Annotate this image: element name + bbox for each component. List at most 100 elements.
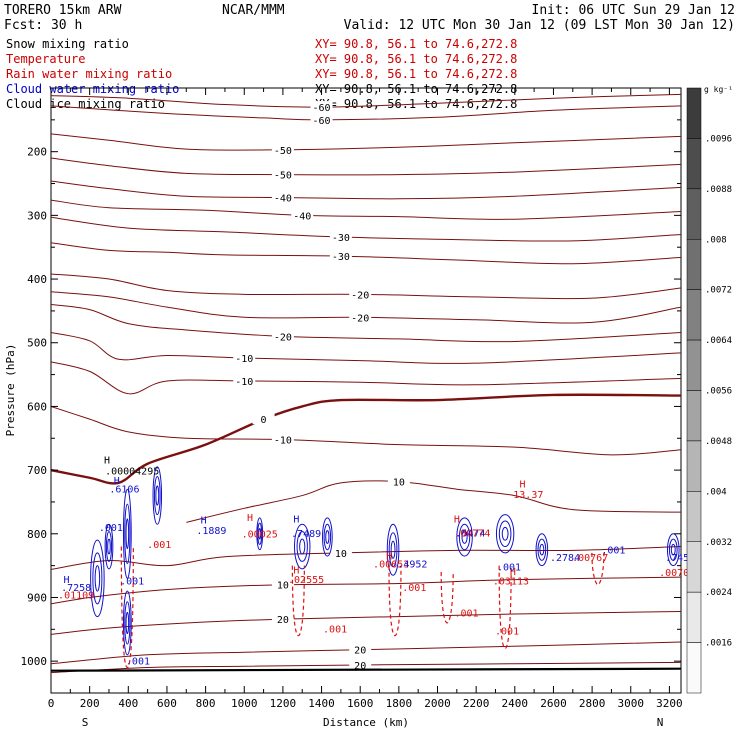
temperature-contour bbox=[51, 661, 681, 674]
colorbar-segment bbox=[686, 138, 702, 190]
x-tick-label: 1400 bbox=[308, 697, 335, 710]
temperature-contour bbox=[51, 157, 681, 176]
contour-label-bg bbox=[271, 578, 294, 590]
rain-water-contour bbox=[120, 546, 134, 669]
colorbar: .0096 .0088 .008 .0072 .0064 .0056 .0048 .004 .0… bbox=[686, 87, 732, 694]
colorbar-label: .0024 bbox=[705, 588, 732, 598]
field-max-annotation: H bbox=[293, 565, 299, 576]
cloud-water-contour bbox=[107, 538, 111, 555]
x-tick-label: 400 bbox=[118, 697, 138, 710]
cloud-water-contour bbox=[122, 590, 132, 656]
cloud-water-contour bbox=[539, 543, 545, 556]
temperature-contour bbox=[51, 393, 681, 485]
colorbar-segment bbox=[686, 289, 702, 341]
x-tick-label: 800 bbox=[196, 697, 216, 710]
contour-label-bg bbox=[387, 475, 410, 487]
cloud-water-contour bbox=[670, 543, 676, 556]
cloud-water-contour bbox=[152, 466, 163, 525]
cloud-water-contour bbox=[537, 538, 547, 561]
y-tick-label: 300 bbox=[27, 209, 47, 222]
contour-label-bg bbox=[233, 374, 256, 386]
cloud-water-contour bbox=[498, 520, 512, 548]
y-tick-label: 600 bbox=[27, 400, 47, 413]
x-tick-label: 0 bbox=[48, 697, 55, 710]
contour-label-bg bbox=[291, 209, 314, 221]
contour-label-bg bbox=[329, 231, 352, 243]
field-max-annotation: .001 bbox=[120, 577, 144, 588]
cloud-water-contour bbox=[458, 523, 471, 551]
colorbar-label: .0088 bbox=[705, 185, 732, 195]
field-max-annotation: H bbox=[104, 456, 110, 467]
temperature-contour bbox=[51, 361, 681, 395]
field-max-annotation: .001 bbox=[495, 626, 519, 637]
cloud-water-contour bbox=[495, 514, 515, 554]
temperature-contour bbox=[51, 216, 681, 242]
cloud-water-contour bbox=[293, 523, 311, 570]
colorbar-unit: g kg⁻¹ bbox=[704, 85, 733, 94]
cloud-water-contour bbox=[461, 530, 468, 544]
y-tick-label: 900 bbox=[27, 591, 47, 604]
rain-water-contour bbox=[440, 571, 454, 624]
field-name: Cloud ice mixing ratio bbox=[6, 97, 165, 111]
org-title: NCAR/MMM bbox=[222, 3, 285, 18]
colorbar-label: .0032 bbox=[705, 538, 732, 548]
temperature-contour bbox=[51, 576, 681, 605]
y-tick-label: 800 bbox=[27, 528, 47, 541]
colorbar-label: .0048 bbox=[705, 437, 732, 447]
ground-line bbox=[51, 667, 681, 672]
colorbar-label: .004 bbox=[705, 487, 727, 497]
temperature-contour-label: 0 bbox=[261, 415, 267, 426]
cloud-water-contour bbox=[323, 523, 332, 551]
colorbar-segment bbox=[686, 390, 702, 442]
temperature-contour-label: -10 bbox=[274, 436, 292, 447]
cloud-water-contour bbox=[104, 523, 114, 570]
field-max-annotation: .4952 bbox=[397, 560, 427, 571]
field-max-annotation: .1889 bbox=[196, 526, 226, 537]
field-max-annotation: H bbox=[293, 514, 299, 525]
x-tick-label: 2800 bbox=[579, 697, 606, 710]
field-max-annotation: H bbox=[454, 514, 460, 525]
cloud-water-contour bbox=[322, 517, 333, 557]
x-tick-label: 2000 bbox=[424, 697, 451, 710]
temperature-contour-label: -40 bbox=[274, 194, 292, 205]
temperature-contour-label: -20 bbox=[274, 332, 292, 343]
temperature-contour-label: 20 bbox=[354, 646, 366, 657]
field-coords: XY= 90.8, 56.1 to 74.6,272.8 bbox=[315, 67, 517, 81]
y-axis-title: Pressure (hPa) bbox=[4, 344, 17, 437]
field-name: Cloud water mixing ratio bbox=[6, 82, 179, 96]
field-max-annotation: H bbox=[201, 516, 207, 527]
temperature-contour-label: -20 bbox=[351, 290, 369, 301]
cloud-water-contour bbox=[92, 552, 103, 605]
y-tick-label: 700 bbox=[27, 464, 47, 477]
field-max-annotation: .00004295 bbox=[105, 467, 159, 478]
cloud-water-contour bbox=[125, 518, 130, 550]
y-tick-label: 400 bbox=[27, 273, 47, 286]
field-max-annotation: .00774 bbox=[454, 528, 490, 539]
field-max-annotation: .01109 bbox=[58, 591, 94, 602]
x-tick-label: 3200 bbox=[656, 697, 683, 710]
temperature-contour-label: -30 bbox=[332, 252, 350, 263]
cloud-water-contour bbox=[125, 611, 130, 635]
cloud-water-contour bbox=[105, 531, 113, 562]
colorbar-label: .0096 bbox=[705, 134, 732, 144]
cloud-water-contour bbox=[299, 538, 306, 555]
cloud-water-contour bbox=[94, 565, 101, 592]
field-max-annotation: .7489 bbox=[291, 529, 321, 540]
cloud-water-contour bbox=[535, 533, 549, 567]
temperature-contour bbox=[51, 610, 681, 635]
x-tick-label: 200 bbox=[80, 697, 100, 710]
x-axis-title: Distance (km) bbox=[323, 716, 409, 729]
colorbar-segment bbox=[686, 642, 702, 694]
colorbar-segment bbox=[686, 188, 702, 240]
field-name: Snow mixing ratio bbox=[6, 37, 129, 51]
field-max-annotation: .02555 bbox=[288, 575, 324, 586]
contour-label-bg bbox=[252, 413, 275, 425]
contour-label-bg bbox=[271, 168, 294, 180]
x-tick-label: 1800 bbox=[386, 697, 413, 710]
contour-label-bg bbox=[271, 613, 294, 625]
colorbar-segment bbox=[686, 87, 702, 139]
field-max-annotation: .001 bbox=[601, 546, 625, 557]
contour-label-bg bbox=[271, 433, 294, 445]
